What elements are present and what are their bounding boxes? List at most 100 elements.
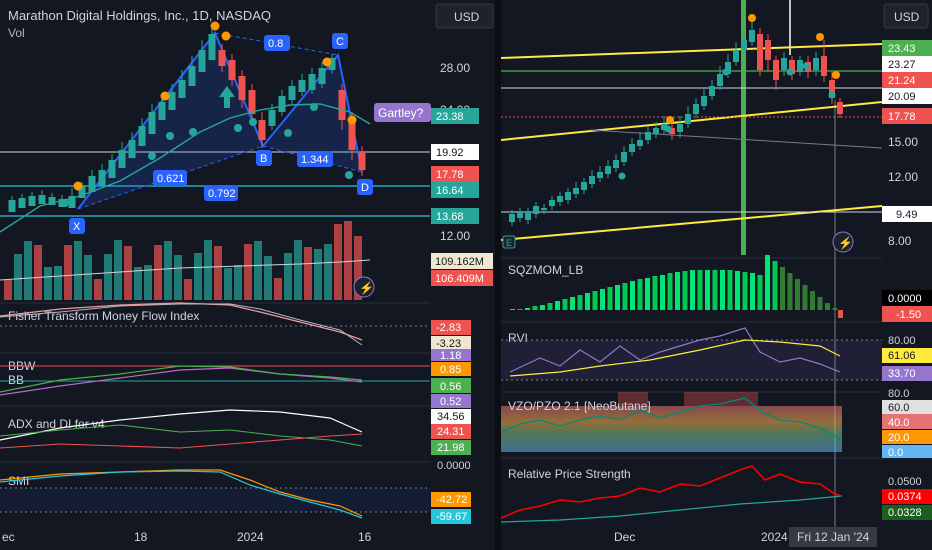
adx-line — [0, 409, 363, 441]
volume-bar — [134, 267, 142, 300]
rvi-badge-2 — [882, 366, 932, 381]
pattern-point-c[interactable] — [332, 33, 348, 49]
fisher-pane-title[interactable]: Fisher Transform Money Flow Index — [8, 309, 199, 323]
sqzmom-pane-title[interactable]: SQZMOM_LB — [508, 263, 583, 277]
bbw-badge-text: 1.18 — [440, 350, 461, 362]
channel-middle-line[interactable] — [500, 101, 883, 141]
rvi-pane-title[interactable]: RVI — [508, 331, 528, 345]
adx-badge-3 — [431, 440, 471, 455]
sqz-bar — [592, 291, 598, 310]
adx-badge-2 — [431, 424, 471, 439]
currency-label: USD — [454, 10, 480, 24]
candle-body — [218, 50, 226, 66]
volume-bar — [184, 279, 192, 300]
signal-dot — [221, 31, 231, 41]
symbol-title[interactable]: Marathon Digital Holdings, Inc., 1D, NAS… — [8, 8, 271, 23]
flash-icon[interactable] — [353, 276, 375, 298]
candle-body — [168, 92, 176, 110]
candle-body — [38, 195, 46, 204]
volume-bar — [354, 236, 362, 300]
trend-line-gray[interactable] — [589, 129, 883, 149]
sqz-bar — [547, 303, 553, 310]
candle-body — [757, 34, 763, 70]
price-badge-23-43 — [882, 40, 932, 56]
currency-label-right: USD — [894, 10, 920, 24]
sqz-bar — [705, 270, 710, 310]
fisher-badge-1 — [431, 320, 471, 335]
sqz-bar — [570, 297, 575, 310]
ratio-xa-badge[interactable] — [153, 170, 187, 186]
candle-body — [565, 192, 571, 200]
price-badge-text: 16.64 — [436, 185, 464, 197]
signal-dot — [210, 21, 220, 31]
ratio-ac-text: 0.8 — [268, 38, 283, 50]
candle-body — [629, 144, 635, 152]
earnings-marker[interactable] — [502, 235, 516, 249]
signal-dot — [347, 115, 357, 125]
rps-baseline — [500, 495, 843, 523]
candle-body — [741, 40, 747, 50]
currency-button[interactable] — [435, 3, 494, 29]
channel-lower-line[interactable] — [500, 205, 883, 241]
volume-bar — [74, 241, 82, 300]
bbw-badge-3 — [431, 378, 471, 393]
currency-button-right[interactable] — [883, 3, 929, 29]
vertical-marker-green[interactable] — [741, 0, 746, 255]
candle-body — [829, 80, 835, 98]
price-badge-21-24 — [882, 72, 932, 88]
price-badge-text: 23.38 — [436, 111, 464, 123]
sqzmom-histogram — [510, 255, 843, 318]
bb-pane-title[interactable]: BB — [8, 373, 24, 387]
ratio-ac-badge[interactable] — [264, 35, 290, 51]
signal-dot — [618, 172, 626, 180]
pattern-name-badge[interactable] — [374, 103, 431, 122]
bb-line — [0, 365, 363, 393]
vzo-badge-text: 60.0 — [888, 402, 909, 414]
ratio-bd-badge[interactable] — [297, 151, 333, 167]
axis-tick-12: 12.00 — [440, 229, 470, 243]
sqz-bar — [517, 309, 523, 310]
panel-divider[interactable] — [495, 0, 501, 550]
signal-dot — [166, 132, 174, 140]
volume-bar — [204, 240, 212, 300]
candle-body — [228, 60, 236, 80]
volume-bar — [194, 253, 202, 300]
price-badge-text: 21.24 — [888, 75, 916, 87]
right-signal-markers — [618, 14, 840, 180]
candle-body — [669, 128, 675, 134]
candle-body — [48, 197, 56, 205]
rps-tick: 0.0500 — [888, 476, 922, 488]
smi-badge-1 — [431, 492, 471, 507]
candle-body — [28, 196, 36, 206]
signal-dot — [160, 91, 170, 101]
pattern-point-d[interactable] — [357, 179, 373, 195]
signal-dot — [786, 68, 794, 76]
pattern-b-label: B — [260, 153, 267, 165]
flash-icon-right[interactable] — [832, 231, 854, 253]
adx-pane-title[interactable]: ADX and DI for v4 — [8, 417, 105, 431]
candle-body — [589, 176, 595, 184]
moving-average-line — [0, 103, 371, 233]
signal-dot — [666, 116, 674, 124]
ratio-xb-badge[interactable] — [204, 185, 238, 201]
bbw-badge-text: 0.85 — [440, 364, 461, 376]
candle-body — [118, 150, 126, 168]
channel-upper-line[interactable] — [500, 43, 883, 59]
signal-dot — [61, 199, 69, 207]
candle-body — [677, 124, 683, 132]
rps-pane-title[interactable]: Relative Price Strength — [508, 467, 631, 481]
sqz-bar — [787, 273, 793, 310]
price-badge-9-49 — [882, 206, 932, 222]
candle-body — [725, 62, 731, 74]
volume-bar — [44, 267, 52, 300]
vzo-pane-title[interactable]: VZO/PZO 2.1 [NeoButane] — [508, 399, 651, 413]
pattern-point-b[interactable] — [256, 150, 272, 166]
sqz-badge-text: 0.0000 — [888, 293, 922, 305]
volume-bar — [294, 240, 302, 300]
pattern-point-x[interactable] — [69, 218, 85, 234]
fisher-badge-text: -3.23 — [436, 338, 461, 350]
pattern-d-label: D — [361, 182, 369, 194]
adx-zero-label: 0.0000 — [437, 460, 471, 472]
time-tick: 18 — [134, 530, 148, 544]
sqz-bar — [690, 270, 695, 310]
